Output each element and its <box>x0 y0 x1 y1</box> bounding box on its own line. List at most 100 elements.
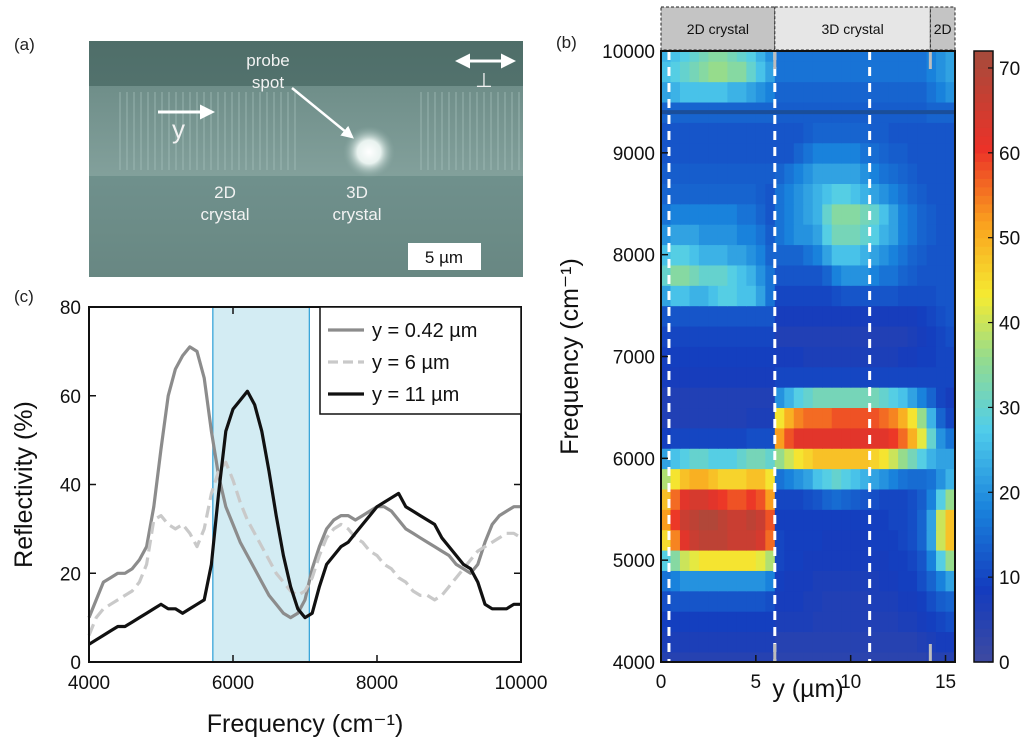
heatmap-cell <box>926 305 937 327</box>
heatmap-cell <box>869 631 880 653</box>
heatmap-cell <box>822 549 833 571</box>
heatmap-cell <box>822 285 833 307</box>
heatmap-cell <box>717 264 728 286</box>
heatmap-cell <box>917 244 928 266</box>
heatmap-cell <box>831 224 842 246</box>
heatmap-cell <box>831 631 842 653</box>
heatmap-cell <box>879 651 890 663</box>
heatmap-cell <box>822 81 833 103</box>
heatmap-cell <box>917 611 928 633</box>
colorbar-segment <box>974 560 993 570</box>
heatmap-cell <box>907 611 918 633</box>
heatmap-cell <box>803 407 814 429</box>
heatmap-cell <box>936 51 947 62</box>
heatmap-cell <box>736 203 747 225</box>
heatmap-cell <box>803 549 814 571</box>
heatmap-cell <box>945 468 956 490</box>
heatmap-cell <box>850 509 861 531</box>
heatmap-cell <box>708 51 719 62</box>
heatmap-cell <box>850 590 861 612</box>
panel-b-label: (b) <box>556 33 577 52</box>
colorbar-segment <box>974 602 993 612</box>
heatmap-cell <box>717 305 728 327</box>
heatmap-cell <box>774 631 785 653</box>
colorbar-segment <box>974 93 993 103</box>
heatmap-cell <box>860 325 871 347</box>
heatmap-cell <box>670 468 681 490</box>
heatmap-cell <box>784 61 795 83</box>
colorbar-segment <box>974 288 993 298</box>
heatmap-cell <box>888 549 899 571</box>
probe-label-line2: spot <box>252 73 284 92</box>
heatmap-cell <box>774 346 785 368</box>
heatmap-cell <box>689 570 700 592</box>
heatmap-cell <box>727 366 738 388</box>
heatmap-cell <box>926 387 937 409</box>
heatmap-cell <box>727 468 738 490</box>
x-tick-label: 0 <box>656 672 667 693</box>
heatmap-cell <box>698 122 710 144</box>
region-header-label: 3D crystal <box>821 21 883 37</box>
heatmap-cell <box>708 61 719 83</box>
heatmap-cell <box>689 488 700 510</box>
heatmap-cell <box>831 570 842 592</box>
heatmap-cell <box>888 488 899 510</box>
heatmap-cell <box>850 224 861 246</box>
heatmap-cell <box>689 631 700 653</box>
heatmap-cell <box>812 488 823 510</box>
heatmap-cell <box>793 285 804 307</box>
y-axis-title: Frequency (cm⁻¹) <box>556 258 584 455</box>
heatmap-cell <box>793 407 804 429</box>
heatmap-cell <box>936 122 947 144</box>
heatmap-cell <box>755 509 766 531</box>
heatmap-cell <box>698 590 710 612</box>
heatmap-cell <box>907 529 918 551</box>
heatmap-cell <box>689 285 700 307</box>
heatmap-cell <box>898 203 909 225</box>
heatmap-cell <box>698 529 710 551</box>
heatmap-cell <box>812 183 823 205</box>
heatmap-cell <box>898 122 909 144</box>
heatmap-cell <box>860 61 871 83</box>
heatmap-cell <box>898 631 909 653</box>
colorbar-segment <box>974 339 993 349</box>
heatmap-cell <box>841 448 852 470</box>
heatmap-cell <box>926 285 937 307</box>
heatmap-cell <box>774 325 785 347</box>
colorbar-segment <box>974 101 993 112</box>
heatmap-cell <box>755 387 766 409</box>
heatmap-cell <box>708 407 719 429</box>
heatmap-cell <box>879 570 890 592</box>
heatmap-cell <box>898 305 909 327</box>
heatmap-cell <box>869 122 880 144</box>
panel-a-photo: probe spot y ⊥ 2D crystal 3D crystal 5 µ… <box>89 41 523 277</box>
heatmap-cell <box>831 346 842 368</box>
colorbar-segment <box>974 152 993 162</box>
heatmap-cell <box>698 285 710 307</box>
heatmap-cell <box>774 407 785 429</box>
heatmap-cell <box>907 468 918 490</box>
heatmap-cell <box>812 590 823 612</box>
heatmap-cell <box>860 529 871 551</box>
heatmap-cell <box>945 264 956 286</box>
heatmap-cell <box>831 488 842 510</box>
heatmap-cell <box>717 570 728 592</box>
heatmap-cell <box>831 325 842 347</box>
heatmap-cell <box>774 183 785 205</box>
heatmap-cell <box>936 244 947 266</box>
heatmap-cell <box>822 51 833 62</box>
heatmap-cell <box>831 264 842 286</box>
heatmap-cell <box>822 611 833 633</box>
heatmap-cell <box>841 325 852 347</box>
heatmap-cell <box>736 549 747 571</box>
heatmap-cell <box>784 509 795 531</box>
heatmap-cell <box>746 631 757 653</box>
heatmap-cell <box>936 651 947 663</box>
heatmap-cell <box>774 570 785 592</box>
heatmap-cell <box>736 61 747 83</box>
colorbar-segment <box>974 364 993 375</box>
heatmap-cell <box>661 427 672 449</box>
heatmap-cell <box>774 203 785 225</box>
heatmap-cell <box>926 549 937 571</box>
heatmap-cell <box>679 468 691 490</box>
